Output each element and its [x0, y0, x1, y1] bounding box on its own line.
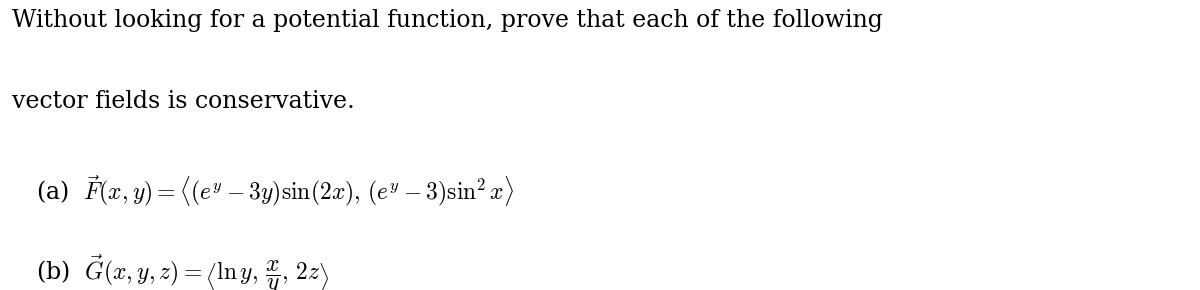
Text: Without looking for a potential function, prove that each of the following: Without looking for a potential function…	[12, 9, 883, 32]
Text: (a)  $\vec{F}(x, y) = \langle (e^y - 3y)\sin(2x),\,(e^y - 3)\sin^2 x\rangle$: (a) $\vec{F}(x, y) = \langle (e^y - 3y)\…	[36, 174, 515, 209]
Text: (b)  $\vec{G}(x, y, z) = \left\langle \ln y,\, \dfrac{x}{y},\, 2z \right\rangle$: (b) $\vec{G}(x, y, z) = \left\langle \ln…	[36, 252, 330, 290]
Text: vector fields is conservative.: vector fields is conservative.	[12, 90, 355, 113]
